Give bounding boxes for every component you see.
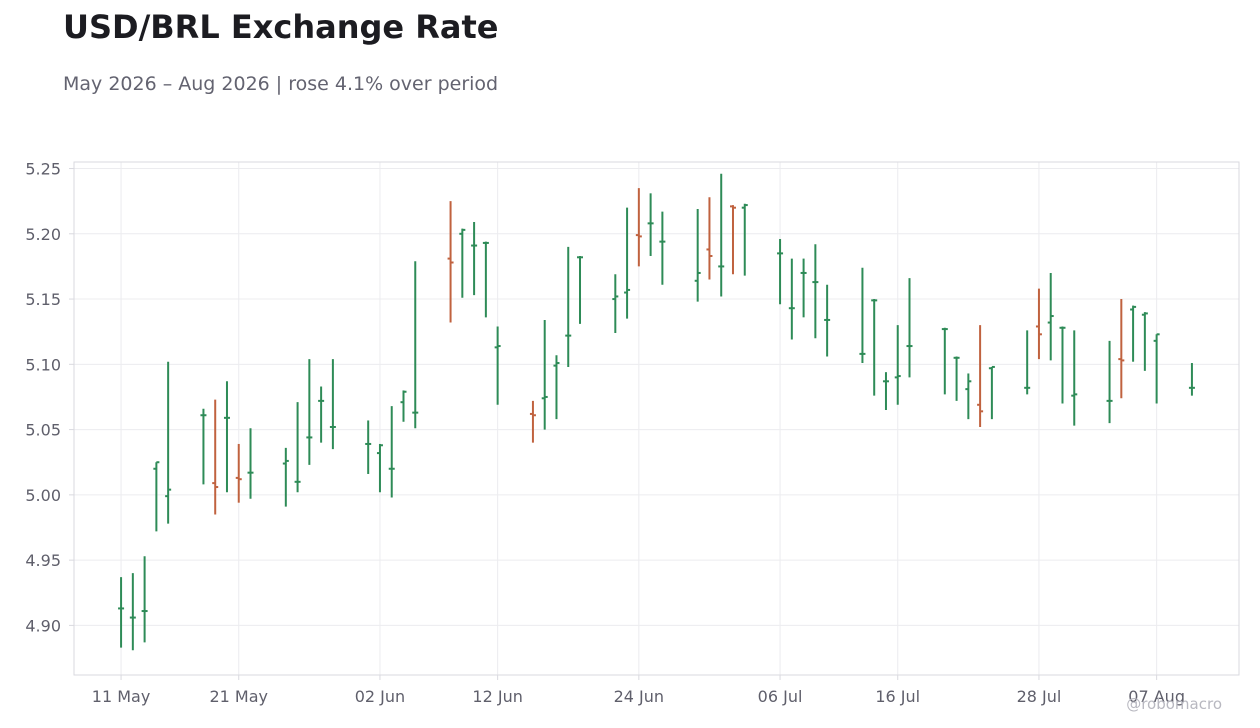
- ohlc-bar: [777, 239, 784, 305]
- ohlc-bar: [235, 443, 242, 503]
- ohlc-bar: [388, 406, 395, 498]
- y-tick-label: 5.20: [25, 225, 61, 244]
- y-tick-label: 4.90: [25, 616, 61, 635]
- chart-title: USD/BRL Exchange Rate: [63, 8, 499, 46]
- ohlc-bar: [965, 373, 972, 420]
- ohlc-bar: [529, 400, 536, 443]
- ohlc-bar: [882, 372, 889, 411]
- plot-frame: [73, 161, 1240, 676]
- ohlc-bar: [729, 205, 736, 275]
- ohlc-bar: [494, 326, 501, 405]
- ohlc-bar: [612, 274, 619, 333]
- y-tick-label: 5.10: [25, 355, 61, 374]
- x-tick-label: 02 Jun: [355, 687, 405, 706]
- watermark-text: @robomacro: [1126, 695, 1222, 713]
- ohlc-bar: [800, 258, 807, 318]
- ohlc-bar: [1035, 288, 1042, 360]
- ohlc-bar: [376, 443, 383, 493]
- ohlc-bar: [565, 246, 572, 367]
- y-tick-label: 5.05: [25, 421, 61, 440]
- ohlc-bar: [824, 284, 831, 357]
- ohlc-bar: [400, 390, 407, 422]
- ohlc-bar: [718, 173, 725, 297]
- ohlc-bar: [165, 361, 172, 524]
- ohlc-bar: [741, 203, 748, 276]
- ohlc-bar: [871, 299, 878, 396]
- ohlc-bar: [118, 577, 125, 648]
- ohlc-bar: [447, 201, 454, 323]
- x-tick-label: 28 Jul: [1017, 687, 1062, 706]
- ohlc-bar: [471, 222, 478, 296]
- y-tick-label: 5.15: [25, 290, 61, 309]
- ohlc-bar: [659, 211, 666, 285]
- x-tick-label: 24 Jun: [614, 687, 664, 706]
- ohlc-bar: [1153, 333, 1160, 404]
- x-tick-label: 07 Aug: [1128, 687, 1185, 706]
- y-tick-label: 5.25: [25, 160, 61, 179]
- ohlc-bar: [694, 208, 701, 302]
- ohlc-bar: [482, 241, 489, 318]
- ohlc-bar: [282, 447, 289, 507]
- ohlc-bar: [1047, 272, 1054, 361]
- ohlc-bar: [1024, 330, 1031, 395]
- ohlc-bar: [988, 365, 995, 420]
- ohlc-bar: [247, 428, 254, 499]
- ohlc-bar: [459, 228, 466, 298]
- ohlc-bar: [977, 325, 984, 427]
- ohlc-bar: [365, 420, 372, 474]
- ohlc-bar: [1141, 312, 1148, 371]
- ohlc-bar: [1059, 326, 1066, 404]
- ohlc-bar: [635, 188, 642, 267]
- ohlc-bar: [953, 356, 960, 401]
- ohlc-bar: [129, 573, 136, 651]
- ohlc-bar: [141, 556, 148, 643]
- ohlc-bar: [894, 325, 901, 405]
- ohlc-bar: [647, 193, 654, 256]
- ohlc-bar: [1118, 299, 1125, 399]
- ohlc-bar: [1106, 340, 1113, 424]
- ohlc-bar: [859, 267, 866, 364]
- x-tick-label: 12 Jun: [472, 687, 522, 706]
- ohlc-bar: [412, 261, 419, 429]
- x-tick-label: 16 Jul: [875, 687, 920, 706]
- ohlc-bar: [553, 355, 560, 420]
- ohlc-bar: [812, 244, 819, 339]
- ohlc-bar: [906, 278, 913, 378]
- ohlc-bar: [153, 461, 160, 532]
- chart-subtitle: May 2026 – Aug 2026 | rose 4.1% over per…: [63, 73, 499, 95]
- y-tick-label: 4.95: [25, 551, 61, 570]
- ohlc-bar: [223, 381, 230, 493]
- ohlc-bar: [541, 319, 548, 430]
- x-tick-label: 21 May: [209, 687, 268, 706]
- ohlc-bar: [1071, 330, 1078, 426]
- ohlc-bar: [941, 327, 948, 395]
- plot-area: [74, 162, 1239, 675]
- ohlc-bar: [306, 359, 313, 465]
- ohlc-bar: [624, 207, 631, 319]
- ohlc-bar: [212, 399, 219, 515]
- x-tick-label: 06 Jul: [758, 687, 803, 706]
- x-tick-label: 11 May: [92, 687, 151, 706]
- y-tick-label: 5.00: [25, 486, 61, 505]
- ohlc-bar: [706, 197, 713, 280]
- ohlc-bar: [788, 258, 795, 340]
- ohlc-bar: [1130, 305, 1137, 362]
- ohlc-bar: [329, 359, 336, 450]
- ohlc-bar: [1188, 363, 1195, 396]
- ohlc-bar: [577, 255, 584, 324]
- ohlc-bar: [318, 386, 325, 443]
- ohlc-bar: [294, 402, 301, 493]
- ohlc-bar: [200, 408, 207, 485]
